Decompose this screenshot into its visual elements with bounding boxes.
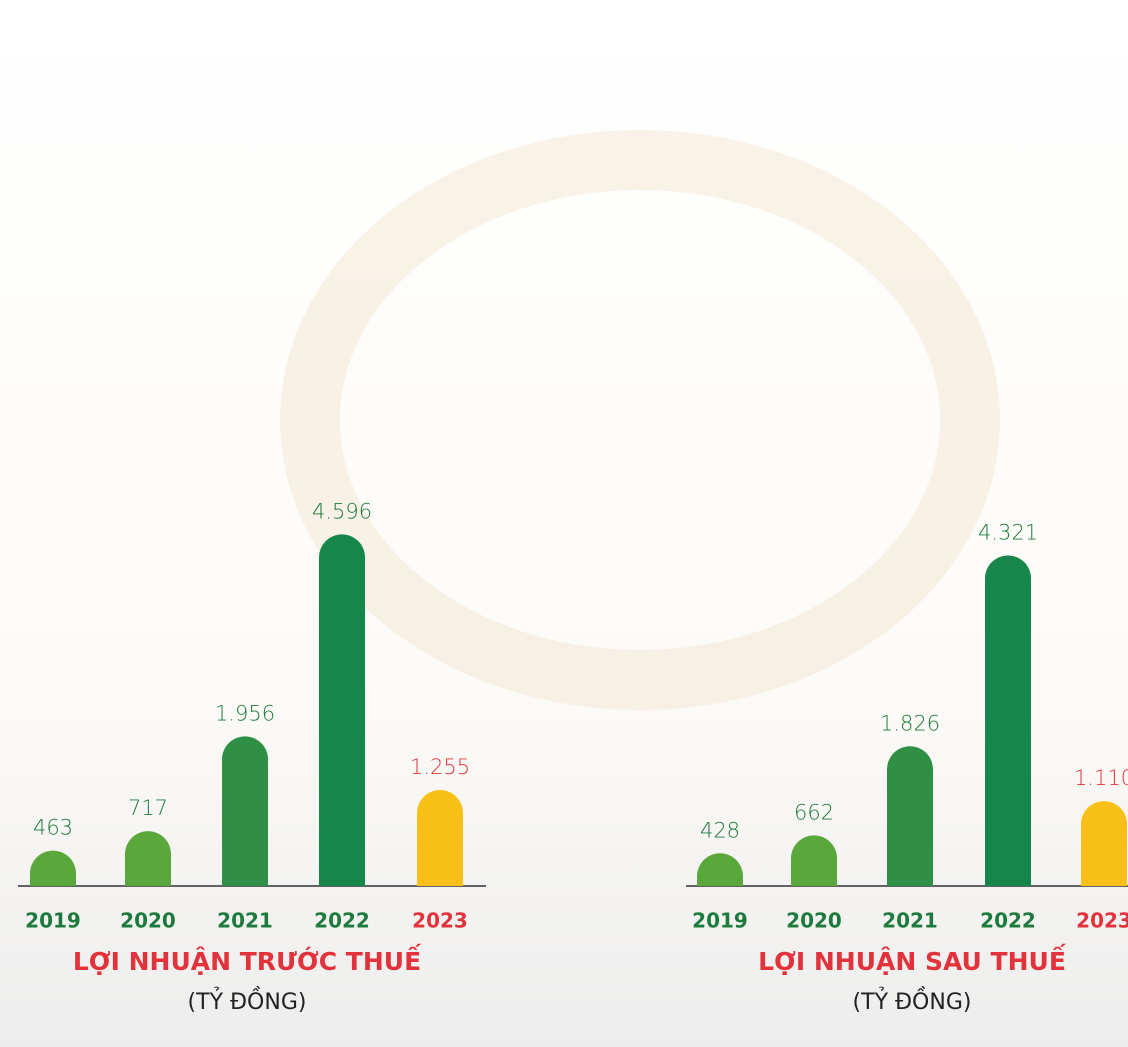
bar — [319, 534, 365, 886]
bar — [791, 835, 837, 886]
chart-subtitle: (TỶ ĐỒNG) — [188, 987, 307, 1015]
x-tick-label: 2023 — [1076, 909, 1128, 933]
bar — [222, 736, 268, 886]
x-tick-label: 2019 — [692, 909, 748, 933]
chart: 463 2019 717 2020 1.956 2021 4.596 2022 1.255 202… — [0, 0, 1128, 1047]
chart-title: LỢI NHUẬN SAU THUẾ — [758, 943, 1067, 976]
bar — [887, 746, 933, 886]
value-label: 1.255 — [410, 755, 470, 779]
value-label: 463 — [33, 816, 73, 840]
chart-subtitle: (TỶ ĐỒNG) — [853, 987, 972, 1015]
value-label: 1.956 — [215, 701, 275, 725]
x-tick-label: 2021 — [217, 909, 273, 933]
x-tick-label: 2023 — [412, 909, 468, 933]
bar — [417, 790, 463, 886]
value-label: 1.110 — [1074, 766, 1128, 790]
x-tick-label: 2020 — [120, 909, 176, 933]
x-tick-label: 2022 — [980, 909, 1036, 933]
value-label: 428 — [700, 818, 740, 842]
bar — [125, 831, 171, 886]
value-label: 1.826 — [880, 711, 940, 735]
x-tick-label: 2020 — [786, 909, 842, 933]
x-tick-label: 2022 — [314, 909, 370, 933]
value-label: 4.596 — [312, 499, 372, 523]
value-label: 662 — [794, 800, 834, 824]
x-tick-label: 2019 — [25, 909, 81, 933]
x-tick-label: 2021 — [882, 909, 938, 933]
chart-title: LỢI NHUẬN TRƯỚC THUẾ — [73, 943, 422, 976]
bar — [985, 555, 1031, 886]
value-label: 717 — [128, 796, 168, 820]
value-label: 4.321 — [978, 520, 1038, 544]
bar — [1081, 801, 1127, 886]
